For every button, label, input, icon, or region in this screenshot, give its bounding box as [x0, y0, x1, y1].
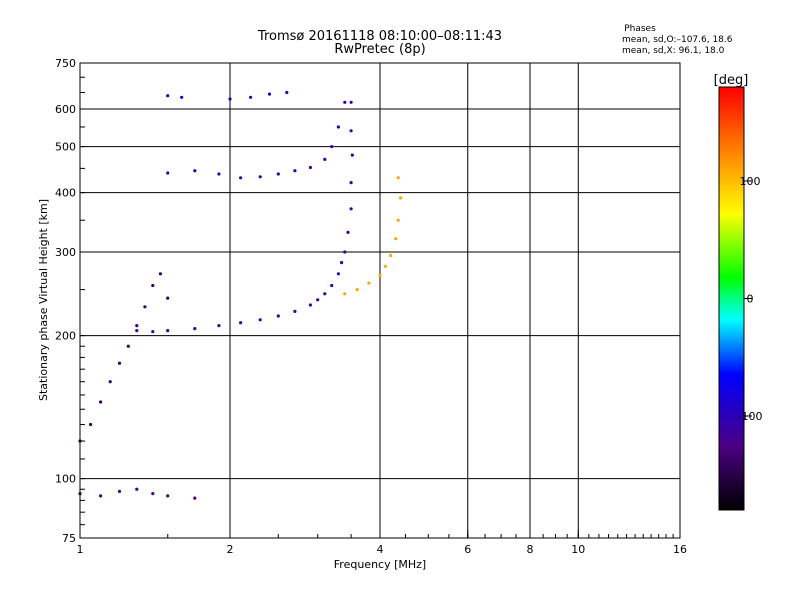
data-point [135, 329, 139, 333]
data-point [396, 176, 400, 180]
y-axis-ticks: 75 100 200 300 400 500 600 750 [55, 57, 85, 545]
data-point [126, 344, 130, 348]
data-point [323, 292, 327, 296]
data-point [293, 169, 297, 173]
stats-x: mean, sd,X: 96.1, 18.0 [622, 46, 725, 56]
y-tick-label: 200 [55, 330, 76, 343]
data-point [285, 90, 289, 95]
data-points [78, 90, 403, 500]
y-tick-label: 300 [55, 246, 76, 259]
x-tick-label: 10 [571, 543, 585, 556]
data-point [217, 324, 221, 328]
data-point [108, 380, 112, 384]
data-point [258, 175, 262, 179]
data-point [349, 181, 353, 185]
data-point [217, 172, 221, 176]
data-point [99, 400, 103, 404]
x-tick-label: 8 [527, 543, 534, 556]
y-tick-label: 500 [55, 141, 76, 154]
data-point [336, 125, 340, 129]
data-point [258, 318, 262, 322]
data-point [158, 272, 162, 276]
stats-o: mean, sd,O:–107.6, 18.6 [622, 35, 733, 45]
data-point [350, 153, 354, 157]
x-tick-label: 1 [77, 543, 84, 556]
data-point [383, 264, 387, 268]
data-point [239, 321, 243, 325]
data-point [336, 272, 340, 276]
data-point [346, 230, 350, 234]
data-point [151, 492, 155, 496]
data-point [308, 165, 312, 170]
data-point [117, 361, 122, 365]
data-point [193, 327, 197, 331]
y-tick-label: 100 [55, 473, 76, 486]
data-point [166, 296, 170, 300]
data-point [293, 309, 297, 313]
data-point [340, 261, 344, 265]
colorbar-tick-label: 100 [740, 175, 761, 188]
x-tick-label: 4 [377, 543, 384, 556]
colorbar [718, 86, 745, 511]
data-point [394, 237, 398, 241]
grid [80, 63, 680, 538]
data-point [399, 196, 403, 200]
data-point [166, 94, 170, 98]
data-point [343, 100, 347, 104]
data-point [89, 422, 93, 427]
colorbar-ticks: 100 0 -100 [738, 175, 763, 423]
data-point [367, 281, 371, 285]
data-point [135, 487, 139, 491]
data-point [143, 305, 147, 309]
data-point [349, 100, 353, 104]
colorbar-label: [deg] [714, 73, 749, 88]
colorbar-tick-label: 0 [747, 293, 754, 306]
data-point [193, 169, 197, 173]
data-point [135, 324, 139, 328]
stats-title: Phases [624, 24, 656, 34]
chart-title: Tromsø 20161118 08:10:00–08:11:43 [257, 29, 502, 44]
data-point [316, 298, 320, 302]
data-point [166, 494, 170, 498]
data-point [166, 329, 170, 333]
y-tick-label: 600 [55, 103, 76, 116]
colorbar-tick-label: -100 [738, 410, 763, 423]
y-axis-label: Stationary phase Virtual Height [km] [37, 199, 50, 401]
chart-subtitle: RwPretec (8p) [334, 42, 425, 57]
data-point [396, 218, 400, 222]
data-point [193, 496, 197, 500]
x-axis-ticks: 1 2 4 6 8 10 16 [77, 530, 687, 556]
data-point [343, 250, 347, 254]
data-point [166, 171, 170, 175]
data-point [349, 129, 353, 133]
x-tick-label: 6 [464, 543, 471, 556]
data-point [239, 176, 243, 180]
data-point [249, 95, 253, 99]
data-point [308, 303, 312, 307]
data-point [330, 283, 334, 288]
x-axis-label: Frequency [MHz] [334, 558, 426, 571]
data-point [99, 494, 103, 498]
data-point [389, 253, 393, 258]
data-point [343, 292, 347, 296]
data-point [151, 330, 155, 334]
data-point [180, 95, 184, 99]
data-point [117, 489, 122, 493]
data-point [276, 172, 280, 176]
y-tick-label: 750 [55, 57, 76, 70]
data-point [151, 283, 155, 288]
data-point [349, 207, 353, 211]
data-point [323, 157, 327, 161]
data-point [330, 145, 334, 149]
y-tick-label: 75 [62, 532, 76, 545]
x-tick-label: 2 [227, 543, 234, 556]
data-point [355, 288, 359, 292]
x-tick-label: 16 [673, 543, 687, 556]
y-tick-label: 400 [55, 187, 76, 200]
data-point [378, 273, 382, 277]
data-point [267, 92, 272, 96]
data-point [276, 314, 280, 318]
data-point [228, 97, 232, 101]
